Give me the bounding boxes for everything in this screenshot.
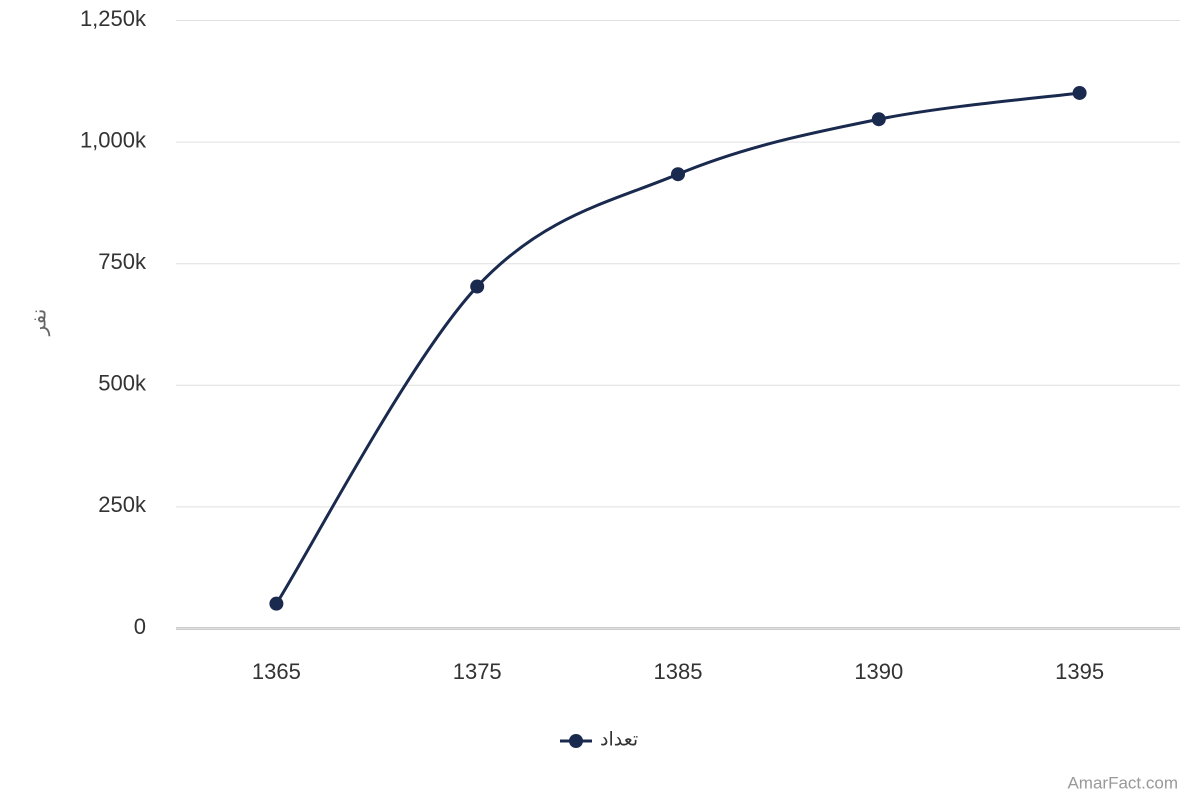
point <box>1072 85 1087 100</box>
point <box>470 279 485 294</box>
y-tick-label: 0 <box>134 614 146 639</box>
credit: AmarFact.com <box>1067 773 1178 792</box>
line <box>275 91 1080 605</box>
x-tick-label: 1390 <box>854 659 903 684</box>
x-tick-label: 1385 <box>654 659 703 684</box>
y-tick-label: 1,000k <box>80 127 147 152</box>
y-tick-label: 750k <box>98 249 147 274</box>
point <box>269 596 284 611</box>
legend-label: تعداد <box>600 729 638 751</box>
legend-marker <box>569 734 583 748</box>
point <box>671 167 685 182</box>
x-tick-label: 1395 <box>1055 659 1104 684</box>
x-tick-label: 1365 <box>252 659 301 684</box>
point <box>871 112 886 127</box>
y-tick-label: 250k <box>98 492 147 517</box>
y-tick-label: 1,250k <box>80 6 147 31</box>
y-tick-label: 500k <box>98 371 147 396</box>
y-axis-label: نفر <box>27 309 51 337</box>
x-tick-label: 1375 <box>453 659 502 684</box>
